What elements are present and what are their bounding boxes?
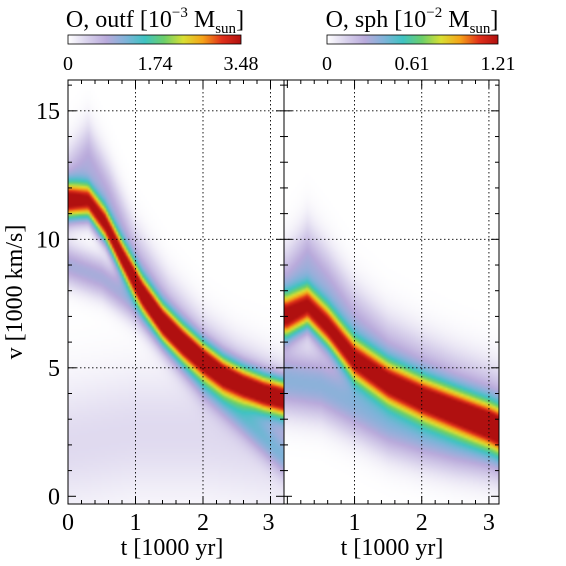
x-tick-label-left-0: 0: [62, 510, 74, 536]
y-tick-label-1: 5: [48, 356, 60, 382]
colorbar-left-tick-1: 1.74: [138, 53, 173, 75]
x-tick-label-right-1: 2: [416, 510, 428, 536]
grid-left: [68, 80, 284, 504]
colorbar-tick-labels-left: 0 1.74 3.48: [63, 53, 259, 75]
y-tick-label-0: 0: [48, 484, 60, 510]
colorbar-left: [67, 34, 242, 45]
panel-right: [283, 79, 500, 505]
x-tick-labels-right: 1 2 3: [349, 510, 495, 536]
x-axis-label-left: t [1000 yr]: [121, 535, 224, 561]
title-left: O, outf [10−3 Msun]: [66, 5, 244, 37]
grid-right: [284, 80, 499, 504]
colorbar-right: [326, 34, 499, 45]
ticks-right: [284, 80, 499, 504]
title-right: O, sph [10−2 Msun]: [326, 5, 499, 37]
colorbar-tick-labels-right: 0 0.61 1.21: [322, 53, 516, 75]
x-tick-label-right-0: 1: [349, 510, 361, 536]
panel-left: [67, 79, 285, 505]
heatmap-right: [284, 80, 499, 504]
x-tick-labels-left: 0 1 2 3: [62, 510, 275, 536]
y-axis-label: v [1000 km/s]: [2, 225, 28, 360]
x-tick-label-left-2: 2: [197, 510, 209, 536]
colorbar-left-tick-2: 3.48: [224, 53, 259, 75]
colorbar-right-tick-0: 0: [322, 53, 332, 75]
colorbar-left-tick-0: 0: [63, 53, 73, 75]
y-tick-label-2: 10: [36, 227, 60, 253]
x-axis-label-right: t [1000 yr]: [341, 535, 444, 561]
y-tick-label-3: 15: [36, 99, 60, 125]
x-tick-label-left-3: 3: [263, 510, 275, 536]
y-tick-labels: 0 5 10 15: [36, 99, 60, 510]
colorbar-right-tick-1: 0.61: [395, 53, 430, 75]
x-tick-label-right-2: 3: [483, 510, 495, 536]
colorbar-right-tick-2: 1.21: [481, 53, 516, 75]
heatmap-left: [68, 80, 284, 504]
frame-right: [283, 79, 500, 505]
x-tick-label-left-1: 1: [130, 510, 142, 536]
